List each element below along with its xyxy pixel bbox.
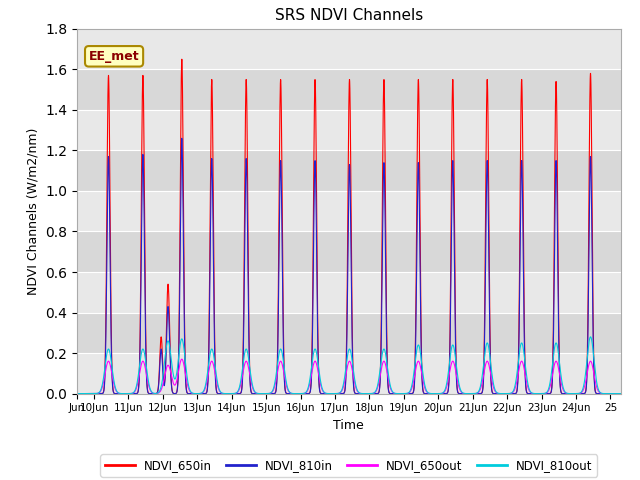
NDVI_650in bbox=[178, 56, 186, 62]
NDVI_810in bbox=[97, 391, 105, 396]
NDVI_650in bbox=[70, 391, 77, 396]
Bar bbox=[77, 110, 621, 150]
Legend: NDVI_650in, NDVI_810in, NDVI_650out, NDVI_810out: NDVI_650in, NDVI_810in, NDVI_650out, NDV… bbox=[100, 454, 597, 477]
NDVI_810out bbox=[478, 376, 486, 382]
Bar bbox=[77, 29, 621, 69]
NDVI_650out bbox=[620, 391, 628, 396]
Bar bbox=[77, 353, 621, 394]
NDVI_810out bbox=[419, 374, 427, 380]
Bar bbox=[77, 231, 621, 272]
NDVI_650out bbox=[420, 380, 428, 385]
NDVI_650out bbox=[508, 390, 515, 396]
NDVI_810in bbox=[420, 390, 428, 396]
NDVI_650in bbox=[396, 391, 403, 396]
NDVI_650in bbox=[269, 391, 276, 396]
NDVI_650in bbox=[508, 391, 515, 396]
NDVI_810in bbox=[508, 391, 515, 396]
Y-axis label: NDVI Channels (W/m2/nm): NDVI Channels (W/m2/nm) bbox=[26, 128, 40, 295]
NDVI_810in bbox=[396, 391, 403, 396]
Bar bbox=[77, 150, 621, 191]
NDVI_810in bbox=[620, 391, 628, 396]
Title: SRS NDVI Channels: SRS NDVI Channels bbox=[275, 9, 423, 24]
Bar bbox=[77, 69, 621, 110]
Bar bbox=[77, 272, 621, 312]
NDVI_650out bbox=[396, 391, 403, 396]
NDVI_650out bbox=[97, 387, 105, 393]
NDVI_810out bbox=[620, 391, 628, 396]
Bar bbox=[77, 312, 621, 353]
NDVI_810out bbox=[70, 391, 77, 396]
NDVI_650out bbox=[478, 381, 486, 387]
NDVI_650out bbox=[269, 388, 276, 394]
NDVI_650in bbox=[420, 389, 428, 395]
Line: NDVI_650out: NDVI_650out bbox=[74, 359, 624, 394]
NDVI_810out bbox=[97, 386, 105, 392]
NDVI_650in bbox=[97, 391, 105, 396]
NDVI_650out bbox=[178, 356, 186, 362]
NDVI_810out bbox=[396, 391, 403, 396]
Line: NDVI_650in: NDVI_650in bbox=[74, 59, 624, 394]
NDVI_810out bbox=[508, 390, 515, 396]
Line: NDVI_810in: NDVI_810in bbox=[74, 138, 624, 394]
Line: NDVI_810out: NDVI_810out bbox=[74, 337, 624, 394]
NDVI_650out bbox=[70, 391, 77, 396]
NDVI_650in bbox=[620, 391, 628, 396]
NDVI_650in bbox=[478, 390, 486, 396]
NDVI_810in bbox=[478, 390, 486, 396]
NDVI_810out bbox=[587, 334, 595, 340]
NDVI_810in bbox=[269, 391, 276, 396]
NDVI_810in bbox=[70, 391, 77, 396]
NDVI_810out bbox=[269, 387, 276, 393]
X-axis label: Time: Time bbox=[333, 419, 364, 432]
NDVI_810in bbox=[178, 135, 186, 141]
Text: EE_met: EE_met bbox=[89, 50, 140, 63]
Bar bbox=[77, 191, 621, 231]
